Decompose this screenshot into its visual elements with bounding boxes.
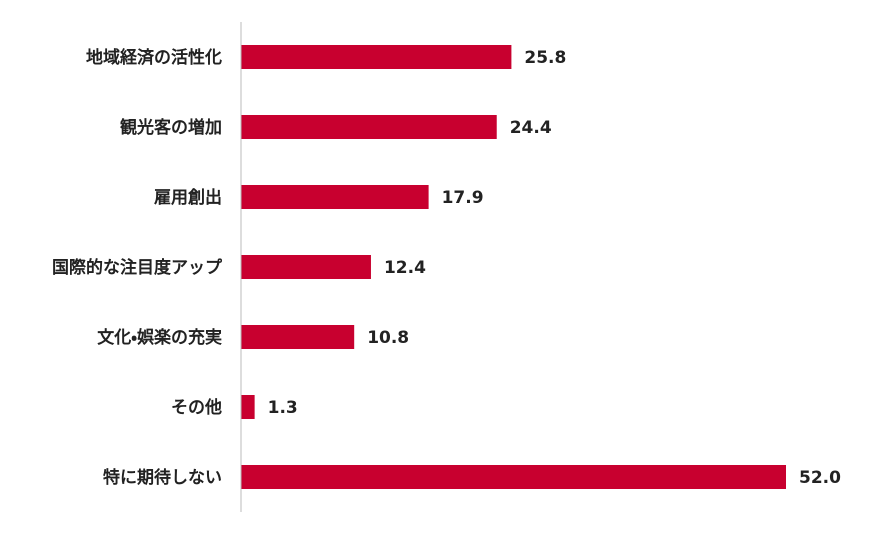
bar <box>241 395 255 419</box>
category-label: 観光客の増加 <box>120 117 222 138</box>
bar <box>241 465 786 489</box>
category-label: 雇用創出 <box>154 187 222 208</box>
value-label: 52.0 <box>799 468 841 488</box>
bar <box>241 45 512 69</box>
value-label: 12.4 <box>384 258 426 278</box>
value-label: 24.4 <box>510 118 552 138</box>
category-label: 地域経済の活性化 <box>86 47 222 68</box>
bar <box>241 115 497 139</box>
category-label: 文化・娯楽の充実 <box>97 327 222 348</box>
category-label: 国際的な注目度アップ <box>52 257 223 278</box>
value-label: 17.9 <box>442 188 484 208</box>
value-label: 10.8 <box>367 328 409 348</box>
category-label: 特に期待しない <box>103 467 222 488</box>
bar <box>241 325 355 349</box>
bar <box>241 185 429 209</box>
value-label: 1.3 <box>268 398 298 418</box>
value-label: 25.8 <box>524 48 566 68</box>
bar <box>241 255 371 279</box>
category-label: その他 <box>171 397 222 418</box>
